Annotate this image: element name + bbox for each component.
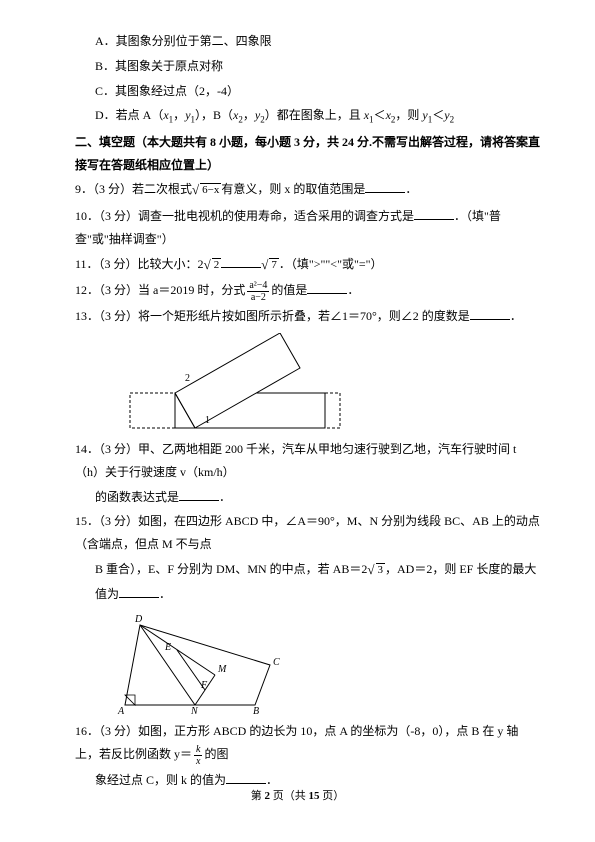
svg-text:2: 2 xyxy=(185,373,190,384)
blank-14 xyxy=(179,488,219,501)
choice-D-p1: 若点 A（ xyxy=(116,108,164,122)
svg-text:D: D xyxy=(134,614,143,625)
blank-10 xyxy=(414,207,454,220)
choice-A: A．其图象分别位于第二、四象限 xyxy=(75,30,540,53)
blank-13 xyxy=(470,307,510,320)
choice-B-text: 其图象关于原点对称 xyxy=(115,59,223,73)
figure-13: 1 2 xyxy=(125,333,345,433)
blank-11 xyxy=(221,255,261,268)
figure-15: D E M F C A N B xyxy=(115,610,285,715)
q16: 16．（3 分）如图，正方形 ABCD 的边长为 10，点 A 的坐标为（-8，… xyxy=(75,720,540,767)
svg-text:B: B xyxy=(253,706,259,715)
svg-text:C: C xyxy=(273,657,280,668)
svg-text:N: N xyxy=(190,706,199,715)
page-footer: 第 2 页（共 15 页） xyxy=(0,786,595,807)
choice-B: B．其图象关于原点对称 xyxy=(75,55,540,78)
svg-text:E: E xyxy=(164,642,171,653)
q15b: B 重合），E、F 分别为 DM、MN 的中点，若 AB＝2√3，AD＝2，则 … xyxy=(75,558,540,605)
svg-text:A: A xyxy=(117,706,125,715)
choice-D: D．若点 A（x1，y1），B（x2，y2）都在图象上，且 x1＜x2，则 y1… xyxy=(75,104,540,128)
blank-16 xyxy=(226,771,266,784)
svg-text:1: 1 xyxy=(205,415,210,426)
q9: 9．（3 分）若二次根式√6−x有意义，则 x 的取值范围是． xyxy=(75,178,540,203)
choice-C-text: 其图象经过点（2，-4） xyxy=(115,84,239,98)
choice-C: C．其图象经过点（2，-4） xyxy=(75,80,540,103)
q15: 15．（3 分）如图，在四边形 ABCD 中，∠A＝90°，M、N 分别为线段 … xyxy=(75,510,540,556)
blank-9 xyxy=(365,180,405,193)
q11: 11．（3 分）比较大小：2√2√7．（填">""<"或"="） xyxy=(75,253,540,278)
q14: 14．（3 分）甲、乙两地相距 200 千米，汽车从甲地匀速行驶到乙地，汽车行驶… xyxy=(75,438,540,484)
q14b: 的函数表达式是． xyxy=(75,486,540,509)
q10: 10．（3 分）调查一批电视机的使用寿命，适合采用的调查方式是．（填"普查"或"… xyxy=(75,205,540,251)
section-2-header: 二、填空题（本大题共有 8 小题，每小题 3 分，共 24 分.不需写出解答过程… xyxy=(75,131,540,177)
choice-A-text: 其图象分别位于第二、四象限 xyxy=(116,34,272,48)
svg-text:F: F xyxy=(200,680,208,691)
svg-text:M: M xyxy=(217,664,227,675)
q12: 12．（3 分）当 a＝2019 时，分式a²−4a−2的值是． xyxy=(75,279,540,303)
q13: 13．（3 分）将一个矩形纸片按如图所示折叠，若∠1＝70°，则∠2 的度数是． xyxy=(75,305,540,328)
blank-15 xyxy=(119,585,159,598)
blank-12 xyxy=(307,281,347,294)
